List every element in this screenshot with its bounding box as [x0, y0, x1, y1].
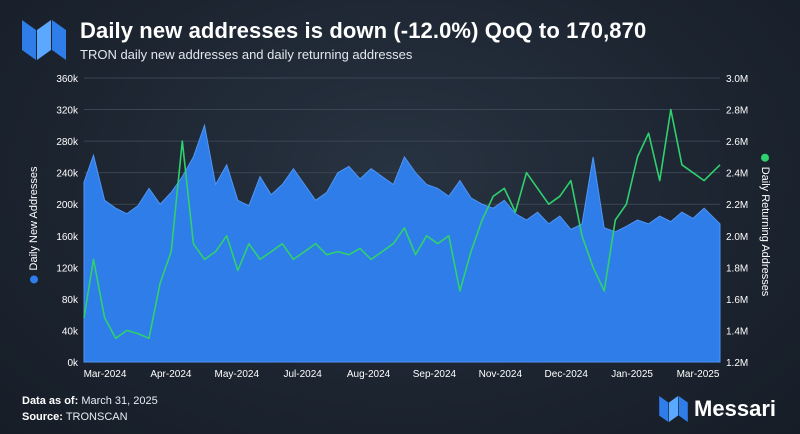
- x-tick-label: Mar-2024: [84, 369, 127, 380]
- y-tick-label-left: 80k: [62, 295, 79, 306]
- chart-title: Daily new addresses is down (-12.0%) QoQ…: [80, 18, 647, 43]
- source-value: TRONSCAN: [65, 411, 128, 423]
- brand: Messari: [659, 396, 776, 422]
- legend-new-dot: [30, 275, 38, 284]
- x-tick-label: Sep-2024: [413, 369, 457, 380]
- y-tick-label-left: 200k: [56, 200, 79, 211]
- y-tick-label-right: 2.4M: [726, 169, 748, 180]
- x-tick-label: Jan-2025: [611, 369, 653, 380]
- legend-returning-dot: [761, 153, 769, 162]
- chart-subtitle: TRON daily new addresses and daily retur…: [80, 47, 413, 62]
- x-tick-label: Nov-2024: [479, 369, 523, 380]
- x-tick-label: Apr-2024: [150, 369, 192, 380]
- y-tick-label-left: 280k: [56, 137, 79, 148]
- y-tick-label-right: 1.4M: [726, 326, 748, 337]
- x-tick-label: Mar-2025: [677, 369, 720, 380]
- y-axis-title-right: Daily Returning Addresses: [759, 153, 771, 297]
- x-tick-label: Dec-2024: [545, 369, 589, 380]
- y-tick-label-left: 360k: [56, 74, 79, 85]
- x-tick-label: May-2024: [215, 369, 260, 380]
- y-tick-label-left: 320k: [56, 106, 79, 117]
- series-new-addresses-area: [83, 123, 721, 363]
- data-as-of-value: March 31, 2025: [81, 395, 158, 407]
- y-axis-label-right: Daily Returning Addresses: [759, 166, 771, 297]
- series-returning-addresses-line: [83, 108, 721, 340]
- messari-logo-icon: [22, 20, 66, 60]
- y-axis-title-left: Daily New Addresses: [28, 167, 40, 284]
- y-tick-label-left: 120k: [56, 263, 79, 274]
- data-as-of: Data as of: March 31, 2025: [22, 395, 158, 407]
- y-axis-label-left: Daily New Addresses: [28, 166, 40, 271]
- source-label: Source:: [22, 411, 63, 423]
- messari-brand-icon: [659, 396, 688, 422]
- y-tick-label-right: 3.0M: [726, 74, 748, 85]
- x-tick-label: Jul-2024: [283, 369, 322, 380]
- y-tick-label-left: 240k: [56, 169, 79, 180]
- y-tick-label-left: 160k: [56, 232, 79, 243]
- y-tick-label-left: 40k: [62, 326, 79, 337]
- y-tick-label-right: 2.6M: [726, 137, 748, 148]
- y-tick-label-right: 1.6M: [726, 295, 748, 306]
- y-tick-label-right: 1.8M: [726, 263, 748, 274]
- y-tick-label-right: 1.2M: [726, 358, 748, 369]
- data-as-of-label: Data as of:: [22, 395, 79, 407]
- source: Source: TRONSCAN: [22, 411, 128, 423]
- y-tick-label-left: 0k: [67, 358, 79, 369]
- y-tick-label-right: 2.0M: [726, 232, 748, 243]
- brand-name: Messari: [694, 396, 776, 421]
- x-tick-label: Aug-2024: [347, 369, 391, 380]
- y-tick-label-right: 2.2M: [726, 200, 748, 211]
- y-tick-label-right: 2.8M: [726, 106, 748, 117]
